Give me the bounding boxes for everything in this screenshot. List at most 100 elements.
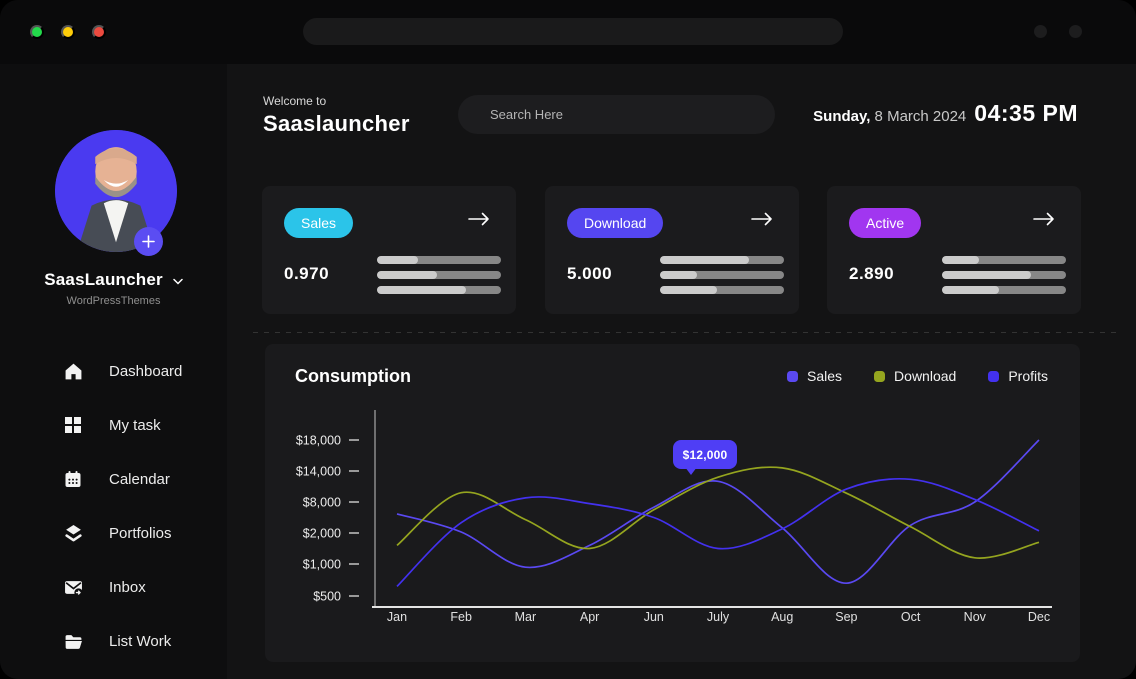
progress-fill [660, 256, 750, 264]
sidebar: SaasLauncher WordPressThemes Dashboard M… [0, 64, 227, 679]
progress-bars [660, 256, 784, 301]
grid-icon [64, 416, 83, 435]
x-tick-label: Mar [515, 610, 537, 624]
progress-track [942, 256, 1066, 264]
window-close-button[interactable] [92, 25, 106, 39]
progress-fill [942, 286, 1000, 294]
add-profile-button[interactable] [134, 227, 163, 256]
y-tick-label: $2,000 [303, 527, 341, 541]
progress-fill [942, 256, 980, 264]
stat-card-download: Download 5.000 [545, 186, 799, 314]
y-tick-label: $18,000 [296, 434, 341, 448]
legend-item-download[interactable]: Download [874, 368, 956, 384]
card-value: 0.970 [284, 264, 330, 283]
sidebar-item-label: My task [109, 416, 161, 434]
sidebar-item-dashboard[interactable]: Dashboard [0, 344, 227, 398]
arrow-right-icon [1033, 212, 1054, 226]
sidebar-item-list-work[interactable]: List Work [0, 614, 227, 668]
y-tick-label: $8,000 [303, 496, 341, 510]
chart-legend: Sales Download Profits [787, 368, 1048, 384]
welcome-text: Welcome to [263, 94, 327, 108]
series-line-profits [396, 478, 1040, 588]
progress-track [942, 286, 1066, 294]
sidebar-nav: Dashboard My task Calendar Portfolios [0, 344, 227, 668]
plus-icon [142, 235, 155, 248]
sidebar-item-label: Calendar [109, 470, 170, 488]
x-tick-label: Feb [450, 610, 472, 624]
browser-topbar [0, 0, 1136, 64]
x-tick-label: July [707, 610, 730, 624]
progress-fill [377, 271, 437, 279]
search-input[interactable] [458, 95, 775, 134]
legend-item-sales[interactable]: Sales [787, 368, 842, 384]
chart-title: Consumption [295, 366, 411, 386]
x-tick-label: Apr [580, 610, 599, 624]
legend-dot [874, 370, 886, 382]
profile-photo[interactable] [55, 130, 177, 252]
sidebar-item-my-task[interactable]: My task [0, 398, 227, 452]
arrow-right-button[interactable] [747, 208, 777, 233]
sidebar-item-portfolios[interactable]: Portfolios [0, 506, 227, 560]
progress-track [377, 256, 501, 264]
arrow-right-icon [468, 212, 489, 226]
progress-track [660, 256, 784, 264]
progress-bars [377, 256, 501, 301]
inbox-icon [64, 578, 83, 597]
card-badge: Sales [284, 208, 354, 238]
progress-fill [660, 286, 718, 294]
folder-icon [64, 632, 83, 651]
card-value: 5.000 [567, 264, 613, 283]
progress-bars [942, 256, 1066, 301]
profile-subtitle: WordPressThemes [66, 295, 161, 307]
progress-fill [942, 271, 1032, 279]
sidebar-item-label: Portfolios [109, 524, 172, 542]
legend-dot [988, 370, 1000, 382]
progress-track [942, 271, 1066, 279]
progress-fill [377, 256, 418, 264]
date-text: 8 March 2024 [870, 108, 967, 125]
series-line-sales [396, 439, 1040, 585]
x-tick-label: Jan [387, 610, 407, 624]
x-tick-label: Nov [964, 610, 987, 624]
browser-action-dot-2[interactable] [1069, 25, 1082, 38]
tooltip-tail [685, 467, 697, 476]
progress-fill [660, 271, 698, 279]
time-text: 04:35 PM [974, 100, 1078, 126]
y-tick-label: $500 [313, 590, 341, 604]
dashed-divider [253, 332, 1119, 333]
browser-action-dot-1[interactable] [1034, 25, 1047, 38]
calendar-icon [64, 470, 83, 489]
legend-item-profits[interactable]: Profits [988, 368, 1048, 384]
x-tick-label: Oct [901, 610, 921, 624]
stat-card-sales: Sales 0.970 [262, 186, 516, 314]
arrow-right-icon [751, 212, 772, 226]
card-badge: Download [567, 208, 664, 238]
x-tick-label: Dec [1028, 610, 1050, 624]
x-tick-label: Sep [835, 610, 857, 624]
legend-label: Sales [807, 368, 843, 384]
profile-name-dropdown[interactable]: SaasLauncher [0, 270, 227, 290]
sidebar-item-label: List Work [109, 632, 172, 650]
tooltip-value: $12,000 [682, 447, 728, 462]
arrow-right-button[interactable] [464, 208, 494, 233]
window-minimize-button[interactable] [61, 25, 75, 39]
progress-track [660, 271, 784, 279]
progress-fill [377, 286, 467, 294]
date-day: Sunday, [813, 108, 871, 125]
progress-track [660, 286, 784, 294]
chevron-down-icon [173, 278, 183, 285]
layers-icon [64, 524, 83, 543]
window-zoom-button[interactable] [30, 25, 44, 39]
x-tick-label: Jun [644, 610, 664, 624]
home-icon [64, 362, 83, 381]
arrow-right-button[interactable] [1029, 208, 1059, 233]
line-chart: $500 $1,000 $2,000 $8,000 $14,000 $18,000 Jan F… [296, 410, 1052, 624]
x-tick-label: Aug [771, 610, 793, 624]
sidebar-item-label: Inbox [109, 578, 146, 596]
url-bar[interactable] [303, 18, 843, 45]
main-content: Welcome to Saaslauncher Sunday, 8 March … [227, 64, 1136, 679]
sidebar-item-calendar[interactable]: Calendar [0, 452, 227, 506]
y-tick-label: $1,000 [303, 558, 341, 572]
stat-card-active: Active 2.890 [827, 186, 1081, 314]
sidebar-item-inbox[interactable]: Inbox [0, 560, 227, 614]
